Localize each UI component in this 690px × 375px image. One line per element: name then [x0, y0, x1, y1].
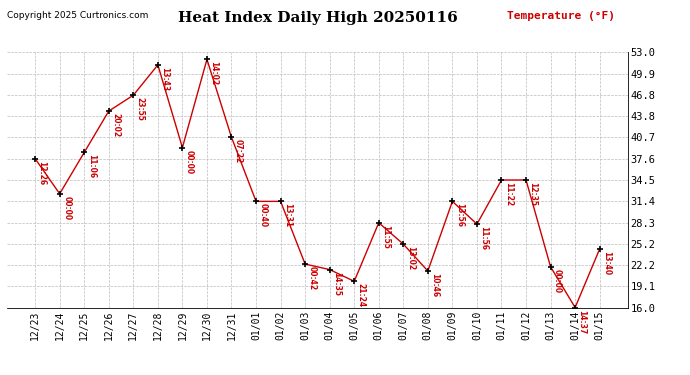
Text: 11:06: 11:06 [87, 154, 96, 178]
Text: 20:02: 20:02 [111, 113, 120, 137]
Text: 14:02: 14:02 [209, 62, 219, 86]
Text: 00:00: 00:00 [62, 196, 71, 220]
Text: 13:40: 13:40 [602, 251, 611, 275]
Text: 13:02: 13:02 [406, 246, 415, 270]
Text: 11:22: 11:22 [504, 182, 513, 206]
Text: 14:35: 14:35 [332, 272, 341, 296]
Text: 13:31: 13:31 [283, 203, 292, 228]
Text: Temperature (°F): Temperature (°F) [507, 11, 615, 21]
Text: 07:22: 07:22 [234, 140, 243, 164]
Text: 23:55: 23:55 [136, 97, 145, 121]
Text: 11:55: 11:55 [381, 225, 391, 249]
Text: 13:56: 13:56 [455, 203, 464, 227]
Text: Copyright 2025 Curtronics.com: Copyright 2025 Curtronics.com [7, 11, 148, 20]
Text: 00:00: 00:00 [185, 150, 194, 174]
Text: Heat Index Daily High 20250116: Heat Index Daily High 20250116 [177, 11, 457, 25]
Text: 12:26: 12:26 [37, 161, 47, 185]
Text: 14:37: 14:37 [578, 310, 586, 334]
Text: 00:00: 00:00 [553, 269, 562, 293]
Text: 12:35: 12:35 [529, 182, 538, 206]
Text: 00:40: 00:40 [259, 203, 268, 228]
Text: 00:42: 00:42 [308, 266, 317, 290]
Text: 11:56: 11:56 [480, 226, 489, 250]
Text: 10:46: 10:46 [431, 273, 440, 297]
Text: 21:24: 21:24 [357, 284, 366, 308]
Text: 13:43: 13:43 [160, 67, 169, 91]
